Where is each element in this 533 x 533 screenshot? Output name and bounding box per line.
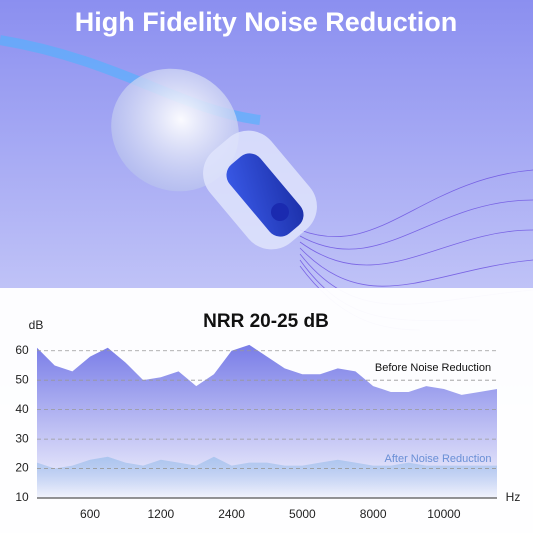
y-tick-label: 20 [15,461,29,475]
x-tick-label: 8000 [360,507,387,521]
y-tick-label: 30 [15,431,29,445]
y-tick-label: 10 [15,490,29,504]
area [37,456,497,498]
header: High Fidelity Noise Reduction [75,7,458,37]
x-axis-label: Hz [506,490,521,504]
plot: 10 20 30 40 50 60 600 1200 2400 5000 8000 10000 Befo… [15,343,497,521]
series-label: After Noise Reduction [385,453,492,465]
y-tick-label: 40 [15,402,29,416]
y-axis-label: dB [29,318,44,332]
x-tick-label: 600 [80,507,100,521]
x-tick-label: 2400 [218,507,245,521]
x-tick-label: 1200 [147,507,174,521]
x-tick-label: 10000 [427,507,461,521]
chart-title: NRR 20-25 dB [203,311,329,332]
y-tick-label: 50 [15,372,29,386]
area [37,344,497,498]
y-tick-label: 60 [15,343,29,357]
x-tick-label: 5000 [289,507,316,521]
earplug [111,68,317,250]
series-label: Before Noise Reduction [375,362,491,374]
